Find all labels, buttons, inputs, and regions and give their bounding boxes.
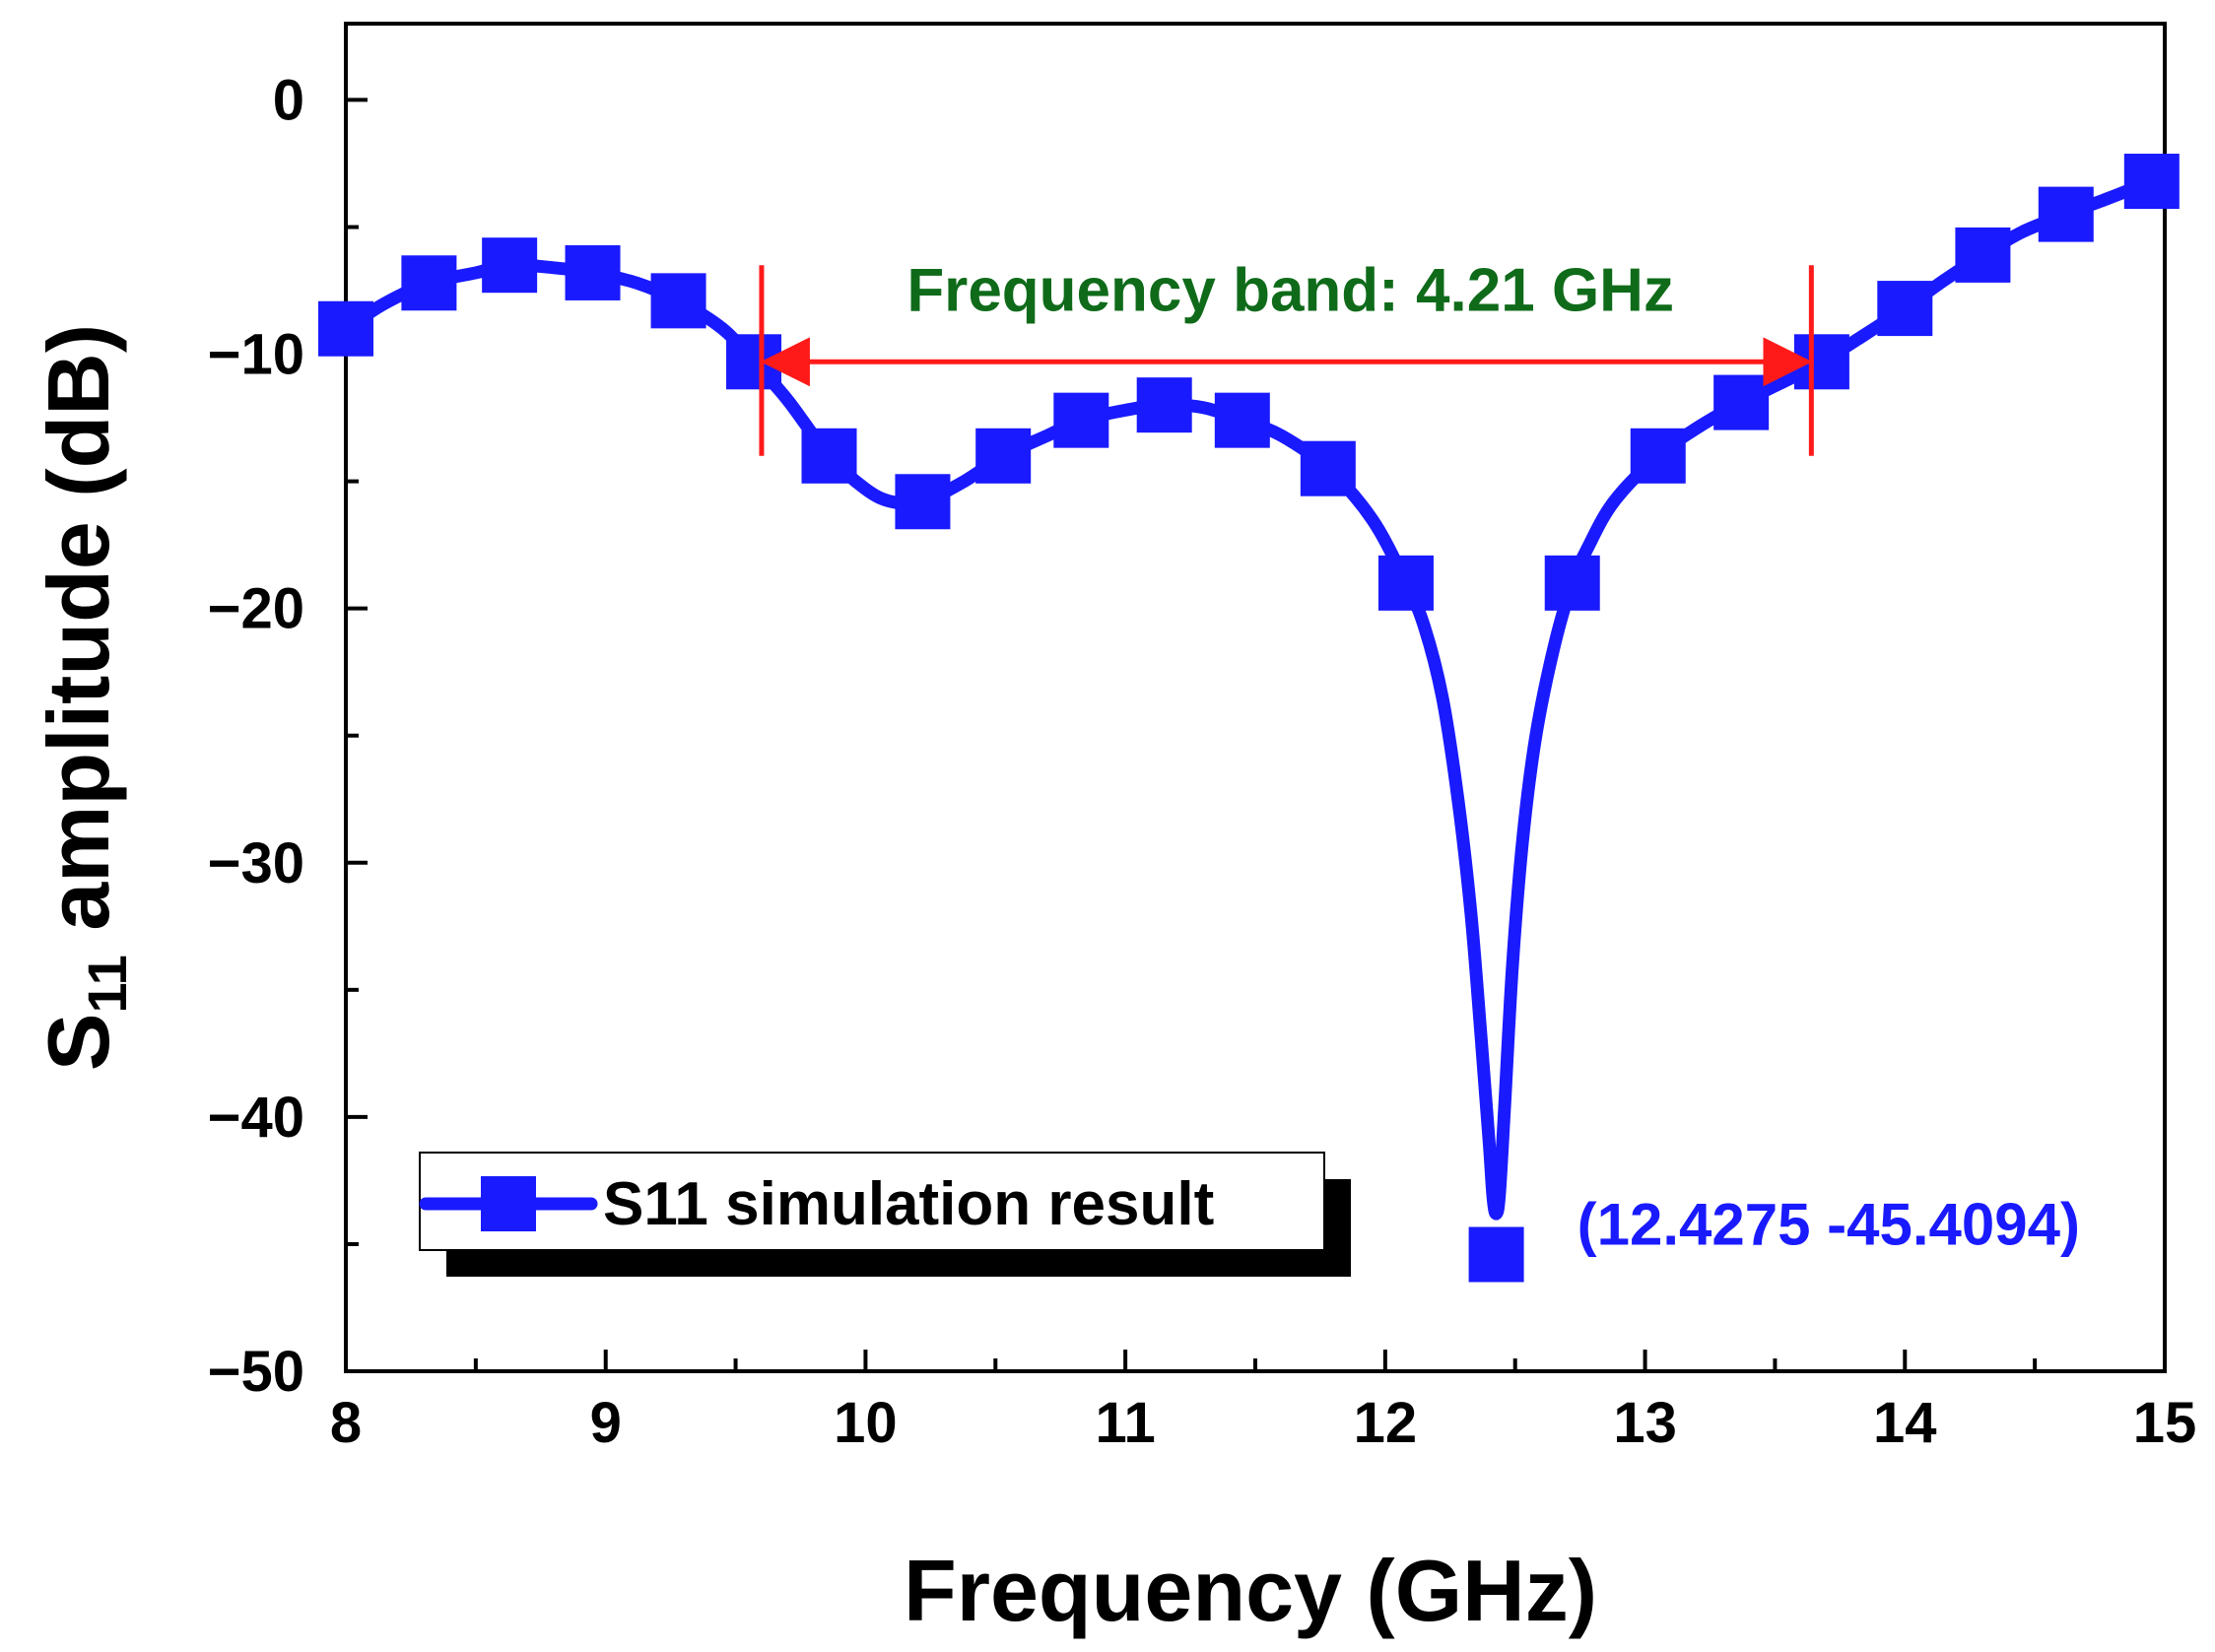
y-tick-label: 0 [273, 68, 304, 132]
y-axis-title-prefix: S [30, 1013, 127, 1071]
legend: S11 simulation result [419, 1152, 1351, 1277]
data-point-marker [1053, 392, 1109, 448]
data-point-marker [1630, 428, 1686, 484]
band-label: Frequency band: 4.21 GHz [906, 256, 1674, 324]
data-point-marker [2123, 154, 2180, 210]
x-tick-label: 8 [330, 1391, 362, 1455]
data-point-marker [1136, 377, 1192, 433]
x-tick-label: 15 [2133, 1391, 2197, 1455]
x-tick-label: 14 [1873, 1391, 1937, 1455]
data-point-marker [1214, 392, 1270, 448]
y-tick-label: −50 [208, 1340, 304, 1404]
x-tick-label: 9 [590, 1391, 622, 1455]
data-point-marker [565, 244, 621, 300]
y-tick-label: −30 [208, 831, 304, 895]
data-point-marker [1544, 555, 1600, 611]
y-tick-label: −20 [208, 577, 304, 641]
x-tick-label: 10 [834, 1391, 898, 1455]
x-tick-labels: 8 9 10 11 12 13 14 15 [330, 1391, 2196, 1455]
data-point-marker [1955, 227, 2011, 283]
y-tick-labels: 0 −10 −20 −30 −40 −50 [208, 68, 304, 1404]
data-point-marker [1713, 374, 1770, 430]
data-point-marker [1300, 440, 1356, 496]
x-axis-title: Frequency (GHz) [904, 1542, 1597, 1639]
data-point-marker [482, 237, 538, 294]
y-tick-label: −40 [208, 1086, 304, 1150]
y-axis-title-suffix: amplitude (dB) [30, 324, 127, 955]
minimum-point-label: (12.4275 -45.4094) [1577, 1192, 2080, 1258]
legend-marker-icon [481, 1176, 536, 1231]
data-point-marker [1877, 281, 1933, 337]
y-axis-title-subscript: 11 [76, 955, 138, 1013]
data-point-marker [650, 273, 706, 329]
data-point-marker [401, 255, 457, 311]
data-point-marker [1377, 555, 1434, 611]
y-tick-label: −10 [208, 323, 304, 387]
data-point-marker [801, 428, 857, 484]
data-point-marker [975, 428, 1032, 484]
y-axis-title: S11 amplitude (dB) [30, 324, 138, 1071]
data-point-marker [318, 300, 373, 357]
legend-entry-label: S11 simulation result [603, 1170, 1214, 1238]
s11-series-line [339, 174, 2159, 1221]
x-tick-label: 11 [1095, 1391, 1155, 1455]
x-tick-label: 13 [1613, 1391, 1677, 1455]
data-point-marker [1468, 1226, 1524, 1283]
x-tick-label: 12 [1354, 1391, 1418, 1455]
data-point-marker [895, 474, 951, 530]
data-point-marker [2038, 186, 2094, 242]
